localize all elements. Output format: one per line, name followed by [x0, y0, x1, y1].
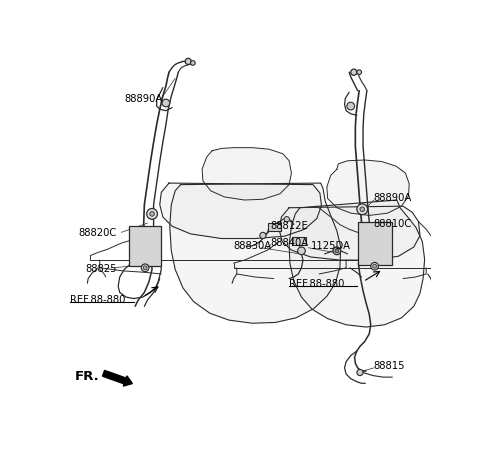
Polygon shape	[279, 207, 420, 261]
Circle shape	[335, 249, 339, 253]
Text: 88812E: 88812E	[271, 220, 308, 230]
Circle shape	[357, 204, 368, 215]
Polygon shape	[289, 201, 425, 327]
Circle shape	[372, 265, 376, 268]
Circle shape	[150, 212, 155, 217]
Circle shape	[333, 248, 341, 255]
Bar	[292, 238, 306, 245]
Text: 88825: 88825	[86, 263, 117, 273]
Text: 88840A: 88840A	[271, 237, 309, 247]
Circle shape	[185, 59, 192, 66]
Circle shape	[260, 233, 266, 239]
Text: 1125DA: 1125DA	[311, 240, 351, 250]
Text: 88830A: 88830A	[233, 240, 271, 250]
Circle shape	[143, 266, 147, 270]
Circle shape	[191, 61, 195, 66]
Text: 88810C: 88810C	[374, 219, 412, 228]
FancyArrow shape	[103, 370, 132, 386]
Circle shape	[162, 100, 170, 108]
Text: REF.88-880: REF.88-880	[71, 294, 126, 304]
Text: 88890A: 88890A	[374, 192, 412, 202]
Circle shape	[357, 369, 363, 376]
Polygon shape	[327, 161, 409, 216]
Text: REF.88-880: REF.88-880	[289, 278, 345, 288]
Polygon shape	[202, 148, 291, 201]
Circle shape	[141, 264, 149, 272]
Circle shape	[351, 70, 357, 76]
Text: 88890A: 88890A	[124, 94, 163, 104]
Circle shape	[284, 217, 289, 222]
Text: 88815: 88815	[374, 360, 405, 370]
Polygon shape	[170, 184, 341, 324]
Circle shape	[360, 207, 365, 212]
Text: 88820C: 88820C	[78, 228, 116, 238]
Polygon shape	[160, 184, 322, 239]
Circle shape	[147, 209, 157, 220]
Circle shape	[298, 248, 305, 255]
Circle shape	[357, 71, 361, 76]
Circle shape	[371, 263, 378, 270]
Bar	[267, 223, 281, 231]
Circle shape	[347, 103, 355, 111]
Text: FR.: FR.	[75, 369, 100, 382]
Bar	[129, 227, 161, 267]
Bar	[358, 222, 392, 265]
